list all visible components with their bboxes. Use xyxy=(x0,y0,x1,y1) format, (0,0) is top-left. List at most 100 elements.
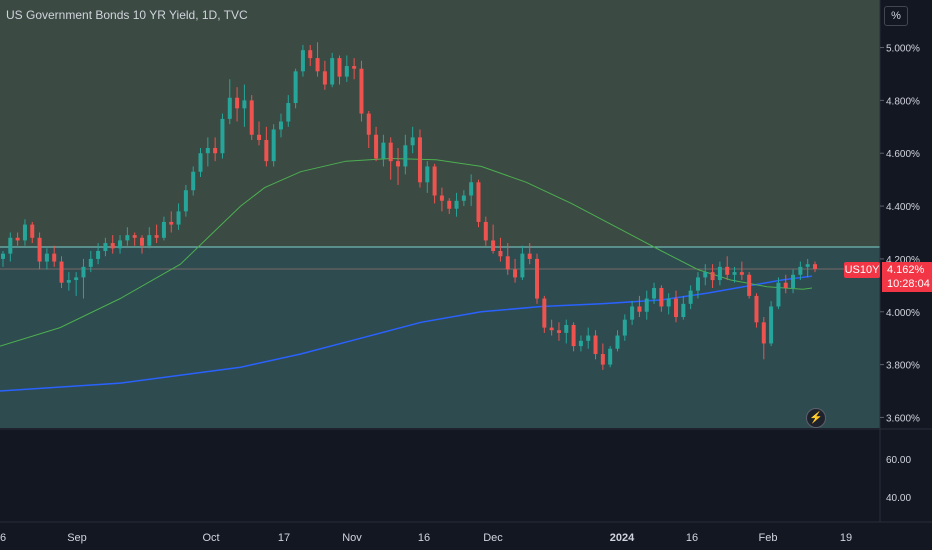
candle-body xyxy=(600,354,605,365)
candle-body xyxy=(125,235,130,241)
candle xyxy=(600,343,605,370)
candle xyxy=(118,235,123,254)
candle xyxy=(176,203,181,230)
candle-body xyxy=(59,261,64,283)
candle-body xyxy=(220,118,225,154)
candle xyxy=(235,87,240,122)
candle-body xyxy=(659,287,664,307)
x-tick-label: Oct xyxy=(202,532,219,544)
candle xyxy=(132,232,137,246)
candle xyxy=(498,237,503,262)
candle xyxy=(425,161,430,193)
candle-body xyxy=(1,253,5,259)
candle-body xyxy=(169,221,174,225)
x-tick-label: 16 xyxy=(686,532,698,544)
candle xyxy=(703,264,708,286)
candle xyxy=(805,258,810,278)
candle-body xyxy=(315,58,320,72)
candle xyxy=(330,52,335,88)
candle-body xyxy=(666,298,671,307)
candle-body xyxy=(425,166,430,183)
candle xyxy=(403,134,408,175)
candle-body xyxy=(652,287,657,299)
candle xyxy=(798,261,803,281)
candle xyxy=(769,301,774,347)
candle xyxy=(37,232,42,270)
candle-body xyxy=(498,250,503,257)
candle xyxy=(505,243,510,275)
x-tick-label: Nov xyxy=(342,532,362,544)
candle-body xyxy=(81,266,86,278)
candle xyxy=(198,147,203,178)
candle xyxy=(205,137,210,167)
candle-body xyxy=(96,250,101,259)
candle-body xyxy=(469,182,474,196)
candle-body xyxy=(183,190,188,212)
candle xyxy=(300,44,305,77)
candle xyxy=(630,301,635,325)
oscillator-tick-label: 40.00 xyxy=(886,493,911,504)
candle-body xyxy=(417,137,422,183)
candle xyxy=(308,44,313,67)
candle-body xyxy=(732,272,737,275)
zone-lower xyxy=(0,247,880,428)
candle-body xyxy=(439,195,444,201)
candle xyxy=(81,258,86,299)
candle xyxy=(542,295,547,333)
candle xyxy=(139,235,144,254)
candle-body xyxy=(403,145,408,167)
candle-body xyxy=(381,142,386,159)
candle xyxy=(59,256,64,288)
candle-body xyxy=(805,264,810,267)
candle xyxy=(747,272,752,299)
candle-body xyxy=(637,306,642,312)
lightning-icon[interactable]: ⚡ xyxy=(806,408,826,428)
candle xyxy=(608,346,613,368)
candle-body xyxy=(776,282,781,307)
y-tick-label: 5.000% xyxy=(886,44,920,55)
x-tick-label: Dec xyxy=(483,532,503,544)
candle xyxy=(535,253,540,304)
candle-body xyxy=(798,266,803,275)
bar-countdown: 10:28:04 xyxy=(887,278,930,290)
candle xyxy=(154,224,159,244)
candle-body xyxy=(739,272,744,275)
y-tick-label: 4.000% xyxy=(886,308,920,319)
candle-body xyxy=(593,335,598,355)
candle-body xyxy=(535,258,540,299)
candle xyxy=(571,322,576,352)
x-tick-label: Sep xyxy=(67,532,87,544)
candle xyxy=(374,126,379,162)
candle-body xyxy=(432,166,437,196)
unit-button[interactable]: % xyxy=(884,6,908,26)
candle-body xyxy=(703,272,708,278)
y-tick-label: 4.600% xyxy=(886,149,920,160)
candle-body xyxy=(139,237,144,246)
candle-body xyxy=(747,274,752,296)
candle-body xyxy=(257,134,262,141)
symbol-badge: US10Y xyxy=(844,262,880,278)
candle xyxy=(249,95,254,141)
last-price: 4.162% xyxy=(887,264,925,276)
candle xyxy=(220,113,225,159)
candle xyxy=(791,269,796,294)
candle-body xyxy=(66,280,71,283)
candle-body xyxy=(461,195,466,201)
candle xyxy=(681,295,686,320)
candle xyxy=(169,211,174,233)
candle xyxy=(125,227,130,246)
candle xyxy=(695,272,700,299)
candle-body xyxy=(37,237,42,262)
candle xyxy=(710,264,715,288)
candle xyxy=(388,137,393,180)
candle xyxy=(286,95,291,127)
candle xyxy=(644,290,649,320)
candle-body xyxy=(227,97,232,119)
candle xyxy=(513,258,518,283)
candle-body xyxy=(176,211,181,225)
candlestick-series xyxy=(1,42,817,370)
candle xyxy=(322,60,327,90)
candle-body xyxy=(622,319,627,336)
candle xyxy=(586,327,591,349)
candle xyxy=(783,274,788,294)
